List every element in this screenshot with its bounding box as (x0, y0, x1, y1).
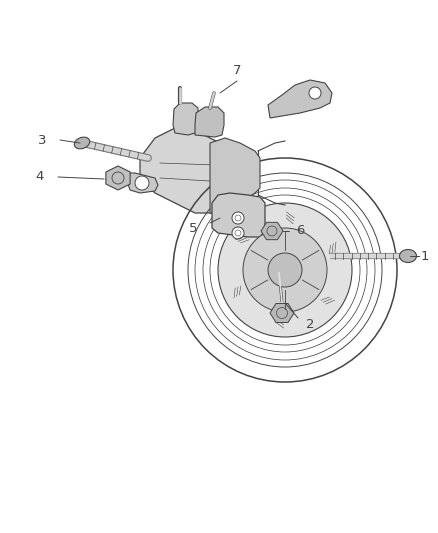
Text: 4: 4 (36, 171, 44, 183)
Polygon shape (270, 303, 294, 322)
Polygon shape (173, 103, 198, 135)
Polygon shape (127, 173, 158, 193)
Circle shape (232, 227, 244, 239)
Circle shape (218, 203, 352, 337)
Circle shape (135, 176, 149, 190)
Polygon shape (195, 107, 224, 137)
Circle shape (309, 87, 321, 99)
Text: 5: 5 (189, 222, 197, 235)
Circle shape (268, 253, 302, 287)
Text: 3: 3 (38, 133, 46, 147)
Ellipse shape (74, 137, 90, 149)
Polygon shape (210, 138, 260, 213)
Text: 6: 6 (296, 224, 304, 238)
Text: 2: 2 (306, 319, 314, 332)
Polygon shape (106, 166, 130, 190)
Polygon shape (261, 222, 283, 240)
Polygon shape (212, 193, 265, 237)
Circle shape (243, 228, 327, 312)
Text: 1: 1 (421, 249, 429, 262)
Polygon shape (140, 128, 240, 213)
Ellipse shape (399, 249, 417, 262)
Polygon shape (268, 80, 332, 118)
Text: 7: 7 (233, 64, 241, 77)
Circle shape (232, 212, 244, 224)
